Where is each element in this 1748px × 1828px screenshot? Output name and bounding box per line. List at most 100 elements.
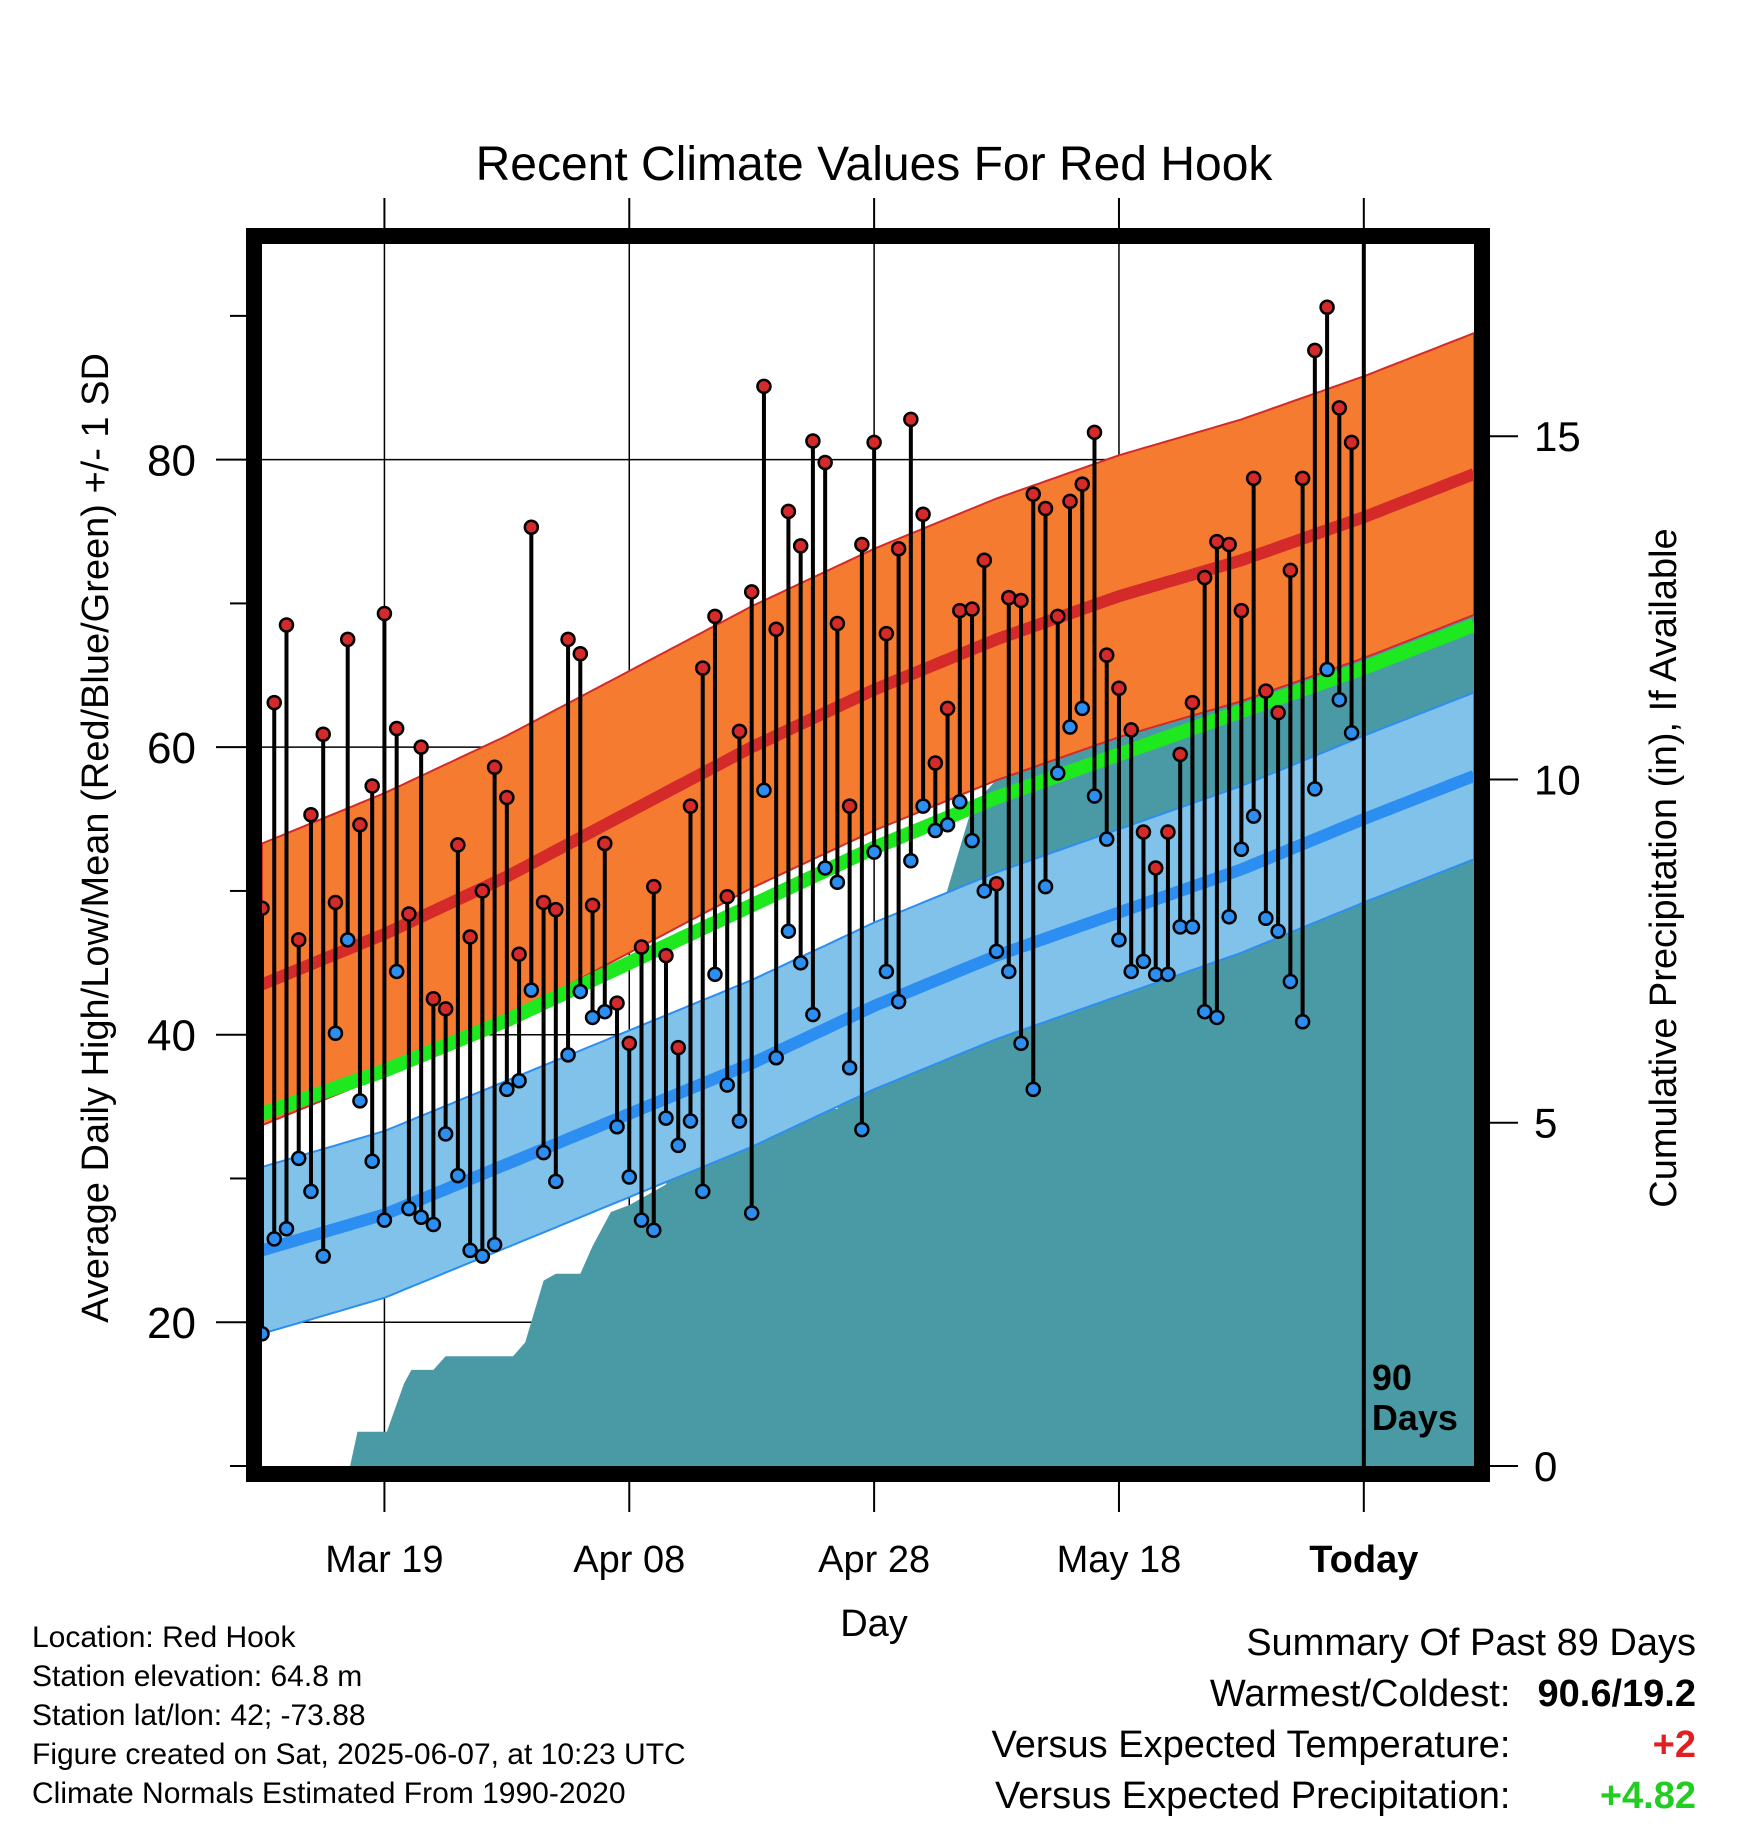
high-point bbox=[1307, 342, 1323, 359]
high-point bbox=[1001, 589, 1017, 606]
low-point bbox=[646, 1222, 662, 1238]
low-point bbox=[1307, 781, 1323, 797]
high-point bbox=[511, 946, 527, 962]
info-latlon: Station lat/lon: 42; -73.88 bbox=[32, 1699, 366, 1732]
high-point bbox=[646, 878, 662, 895]
high-point bbox=[952, 602, 968, 619]
low-point bbox=[1270, 923, 1286, 939]
low-point bbox=[352, 1093, 368, 1109]
x-axis-label: Day bbox=[840, 1603, 908, 1645]
high-point bbox=[1025, 486, 1042, 502]
low-point bbox=[658, 1110, 674, 1126]
high-point bbox=[633, 939, 650, 955]
low-point bbox=[633, 1212, 650, 1228]
high-point bbox=[1160, 824, 1176, 840]
low-point bbox=[707, 966, 723, 983]
high-point bbox=[939, 700, 956, 717]
low-point bbox=[1282, 973, 1299, 990]
low-point bbox=[731, 1113, 748, 1129]
y2-tick-label: 0 bbox=[1534, 1443, 1557, 1490]
high-point bbox=[352, 817, 368, 833]
low-point bbox=[560, 1047, 576, 1063]
x-tick-label: Apr 08 bbox=[573, 1539, 685, 1581]
high-point bbox=[878, 625, 895, 642]
high-point bbox=[792, 538, 809, 554]
high-point bbox=[560, 631, 576, 648]
high-point bbox=[756, 378, 772, 395]
info-elevation: Station elevation: 64.8 m bbox=[32, 1660, 363, 1693]
low-point bbox=[1037, 878, 1054, 895]
high-point bbox=[903, 411, 919, 428]
low-point bbox=[817, 860, 833, 876]
low-point bbox=[939, 817, 956, 833]
low-point bbox=[1135, 953, 1152, 970]
warm-cold-value: 90.6/19.2 bbox=[1537, 1673, 1696, 1715]
high-point bbox=[303, 806, 319, 823]
high-point bbox=[572, 645, 589, 662]
low-point bbox=[878, 963, 895, 980]
low-point bbox=[486, 1236, 503, 1253]
low-point bbox=[327, 1025, 344, 1042]
low-point bbox=[1221, 909, 1237, 925]
high-point bbox=[805, 433, 821, 449]
high-point bbox=[376, 605, 393, 622]
high-point bbox=[743, 584, 760, 600]
y2-tick-label: 10 bbox=[1534, 756, 1581, 803]
high-point bbox=[927, 755, 944, 771]
high-point bbox=[1172, 746, 1188, 763]
low-point bbox=[719, 1077, 735, 1093]
high-point bbox=[915, 506, 931, 523]
low-point bbox=[1123, 963, 1139, 980]
high-point bbox=[339, 631, 356, 648]
high-point bbox=[1013, 592, 1029, 609]
high-point bbox=[780, 503, 797, 520]
high-point bbox=[266, 694, 282, 711]
low-point bbox=[401, 1200, 417, 1217]
high-point bbox=[1245, 470, 1262, 487]
low-point bbox=[303, 1183, 319, 1200]
temp-value: +2 bbox=[1652, 1724, 1696, 1766]
high-point bbox=[1050, 608, 1066, 625]
chart-title: Recent Climate Values For Red Hook bbox=[476, 138, 1274, 191]
low-point bbox=[290, 1150, 307, 1167]
high-point bbox=[462, 929, 478, 945]
low-point bbox=[1111, 932, 1127, 948]
low-point bbox=[1343, 725, 1360, 741]
high-point bbox=[1331, 400, 1348, 416]
low-point bbox=[756, 782, 772, 799]
high-point bbox=[1209, 533, 1225, 550]
low-point bbox=[805, 1006, 821, 1023]
y2-axis-label: Cumulative Precipitation (in), If Availa… bbox=[1643, 528, 1685, 1207]
high-point bbox=[841, 798, 858, 814]
high-point bbox=[315, 726, 331, 742]
high-point bbox=[523, 519, 540, 535]
high-point bbox=[1221, 536, 1237, 553]
low-point bbox=[1074, 700, 1090, 717]
high-point bbox=[437, 1001, 454, 1017]
info-normals: Climate Normals Estimated From 1990-2020 bbox=[32, 1777, 626, 1810]
high-point bbox=[401, 906, 417, 922]
high-point bbox=[707, 608, 723, 625]
high-point bbox=[388, 720, 405, 737]
low-point bbox=[1245, 808, 1262, 824]
high-normal-line bbox=[259, 468, 1477, 990]
low-point bbox=[1184, 919, 1201, 935]
low-point bbox=[890, 993, 907, 1010]
low-point bbox=[1086, 788, 1103, 804]
summary-panel: Summary Of Past 89 Days Warmest/Coldest:… bbox=[992, 1618, 1696, 1822]
high-point bbox=[486, 759, 503, 776]
low-point bbox=[339, 932, 356, 948]
low-point bbox=[1196, 1003, 1213, 1020]
x-tick-label: Apr 28 bbox=[818, 1539, 930, 1581]
precip-label: Versus Expected Precipitation: bbox=[995, 1775, 1511, 1817]
low-point bbox=[1233, 841, 1250, 857]
low-point bbox=[266, 1231, 282, 1247]
low-point bbox=[670, 1137, 686, 1154]
low-point bbox=[743, 1205, 760, 1221]
high-point bbox=[964, 601, 980, 617]
high-point bbox=[658, 947, 674, 964]
high-point bbox=[327, 894, 344, 911]
y2-tick-label: 5 bbox=[1534, 1100, 1557, 1147]
high-point bbox=[1111, 680, 1127, 696]
high-point bbox=[1258, 683, 1274, 699]
